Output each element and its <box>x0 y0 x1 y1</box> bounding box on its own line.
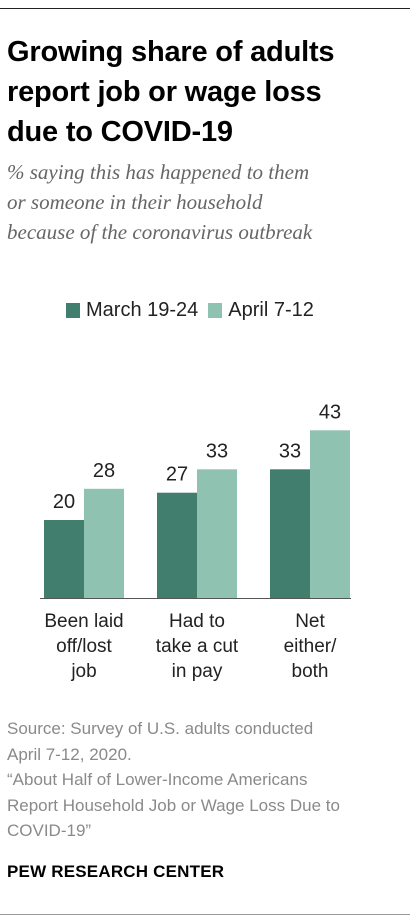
title-line: Growing share of adults <box>7 36 335 68</box>
bar-april <box>197 469 237 598</box>
data-label: 20 <box>53 491 75 513</box>
bar-chart: 20 28 Been laid off/lost job 27 33 Had to take a… <box>40 401 351 682</box>
legend-label-april: April 7-12 <box>228 298 314 321</box>
source-line: Source: Survey of U.S. adults conducted <box>7 719 314 738</box>
source-line: COVID-19” <box>7 821 92 840</box>
legend: March 19-24 April 7-12 <box>66 296 324 324</box>
legend-swatch-april <box>208 302 223 318</box>
top-rule <box>0 8 410 9</box>
bar-march <box>157 492 197 598</box>
chart-subtitle: % saying this has happened to them or so… <box>7 157 402 247</box>
category-label: job <box>70 661 96 682</box>
category-label: take a cut <box>156 636 239 657</box>
source-line: Report Household Job or Wage Loss Due to <box>7 795 340 815</box>
subtitle-line: % saying this has happened to them <box>7 160 310 184</box>
legend-swatch-march <box>66 302 80 318</box>
legend-label-march: March 19-24 <box>86 298 199 321</box>
category-label: Had to <box>169 611 225 632</box>
subtitle-line: or someone in their household <box>7 190 263 214</box>
data-label: 33 <box>206 440 228 462</box>
title-line: report job or wage loss <box>7 76 322 108</box>
source-note: Source: Survey of U.S. adults conducted … <box>7 716 402 844</box>
legend-item-april: April 7-12 <box>208 299 314 322</box>
source-line: “About Half of Lower-Income Americans <box>7 770 308 789</box>
data-label: 27 <box>166 464 188 486</box>
bottom-rule <box>0 914 410 915</box>
bar-march <box>270 469 310 598</box>
category-label: Been laid <box>44 611 123 632</box>
category-label: either/ <box>284 636 338 657</box>
chart-title: Growing share of adults report job or wa… <box>7 32 402 152</box>
data-label: 33 <box>279 440 301 462</box>
bar-april <box>310 430 350 598</box>
legend-item-march: March 19-24 <box>66 299 198 322</box>
data-label: 28 <box>93 460 115 482</box>
bar-march <box>44 520 84 598</box>
category-label: Net <box>295 611 325 632</box>
brand-label: PEW RESEARCH CENTER <box>7 862 225 881</box>
subtitle-line: because of the coronavirus outbreak <box>7 220 313 244</box>
title-line: due to COVID-19 <box>7 116 233 148</box>
category-label: off/lost <box>56 636 112 657</box>
source-line: April 7-12, 2020. <box>7 744 132 764</box>
category-label: in pay <box>172 661 223 682</box>
category-label: both <box>292 661 329 682</box>
bar-april <box>84 488 124 598</box>
data-label: 43 <box>319 401 341 423</box>
